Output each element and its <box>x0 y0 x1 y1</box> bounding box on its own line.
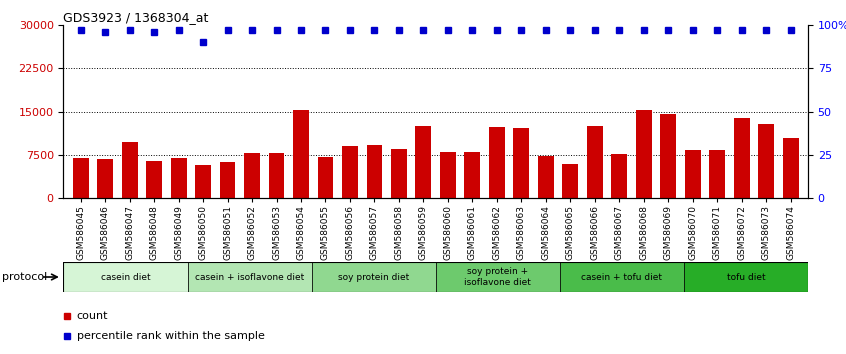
Text: GDS3923 / 1368304_at: GDS3923 / 1368304_at <box>63 11 209 24</box>
Bar <box>514 128 530 198</box>
Bar <box>440 152 456 198</box>
Bar <box>709 150 725 198</box>
Text: count: count <box>77 311 108 321</box>
Bar <box>268 153 284 198</box>
Text: tofu diet: tofu diet <box>727 273 765 281</box>
FancyBboxPatch shape <box>684 262 808 292</box>
FancyBboxPatch shape <box>188 262 311 292</box>
Text: casein + tofu diet: casein + tofu diet <box>581 273 662 281</box>
Bar <box>97 159 113 198</box>
Bar <box>73 158 89 198</box>
Bar <box>342 146 358 198</box>
FancyBboxPatch shape <box>560 262 684 292</box>
Bar <box>244 153 260 198</box>
Bar <box>317 157 333 198</box>
Bar <box>489 127 505 198</box>
Bar <box>391 149 407 198</box>
Bar <box>415 126 431 198</box>
Bar <box>146 161 162 198</box>
FancyBboxPatch shape <box>436 262 560 292</box>
Bar <box>366 145 382 198</box>
Bar <box>685 150 700 198</box>
Text: percentile rank within the sample: percentile rank within the sample <box>77 331 265 341</box>
Bar <box>195 165 211 198</box>
Bar <box>587 126 603 198</box>
Text: casein + isoflavone diet: casein + isoflavone diet <box>195 273 305 281</box>
Bar <box>758 124 774 198</box>
Bar <box>171 158 186 198</box>
FancyBboxPatch shape <box>63 262 188 292</box>
Bar <box>733 118 750 198</box>
Text: casein diet: casein diet <box>101 273 151 281</box>
Bar <box>563 164 579 198</box>
Bar <box>293 110 309 198</box>
Bar <box>464 152 481 198</box>
Bar <box>636 110 651 198</box>
Bar <box>122 142 138 198</box>
Text: protocol: protocol <box>2 272 47 282</box>
Bar <box>220 162 235 198</box>
FancyBboxPatch shape <box>311 262 436 292</box>
Text: soy protein +
isoflavone diet: soy protein + isoflavone diet <box>464 267 531 287</box>
Bar <box>612 154 628 198</box>
Bar <box>538 156 554 198</box>
Bar <box>661 114 676 198</box>
Bar <box>783 137 799 198</box>
Text: soy protein diet: soy protein diet <box>338 273 409 281</box>
